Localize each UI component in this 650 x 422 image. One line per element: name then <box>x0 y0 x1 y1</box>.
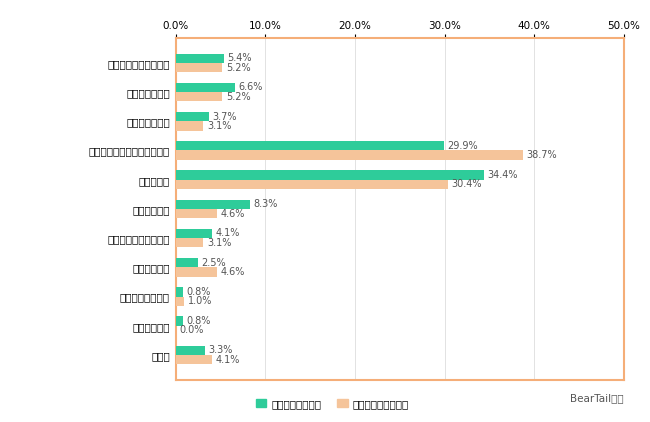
Bar <box>176 112 209 121</box>
Text: 0.8%: 0.8% <box>187 316 211 326</box>
Text: 0.0%: 0.0% <box>179 325 203 335</box>
Bar <box>176 54 224 63</box>
Legend: 家計簿付けている, 家計簿付けていない: 家計簿付けている, 家計簿付けていない <box>256 399 409 408</box>
Text: 2.5%: 2.5% <box>202 257 226 268</box>
Bar <box>176 267 216 277</box>
Bar <box>176 229 213 238</box>
Bar <box>176 83 235 92</box>
Text: 1.0%: 1.0% <box>188 296 213 306</box>
Bar <box>176 346 205 355</box>
Bar <box>176 238 203 247</box>
Bar <box>176 170 484 180</box>
Text: 4.1%: 4.1% <box>216 354 240 365</box>
Text: BearTail調べ: BearTail調べ <box>571 393 624 403</box>
Bar <box>176 355 213 364</box>
Bar <box>176 200 250 209</box>
Text: 8.3%: 8.3% <box>254 199 278 209</box>
Bar <box>176 258 198 267</box>
Text: 0.8%: 0.8% <box>187 287 211 297</box>
Bar <box>176 63 222 72</box>
Text: 5.2%: 5.2% <box>226 62 250 73</box>
Text: 6.6%: 6.6% <box>239 82 263 92</box>
Text: 3.7%: 3.7% <box>213 111 237 122</box>
Text: 3.1%: 3.1% <box>207 121 231 131</box>
Bar <box>176 297 185 306</box>
Text: 5.4%: 5.4% <box>227 53 252 63</box>
Bar <box>176 121 203 131</box>
Bar <box>176 151 523 160</box>
Bar <box>176 92 222 101</box>
Text: 4.6%: 4.6% <box>220 208 244 219</box>
Text: 29.9%: 29.9% <box>447 141 478 151</box>
Bar <box>176 141 444 151</box>
Text: 5.2%: 5.2% <box>226 92 250 102</box>
Text: 38.7%: 38.7% <box>526 150 557 160</box>
Text: 4.1%: 4.1% <box>216 228 240 238</box>
Bar <box>176 209 216 218</box>
Text: 34.4%: 34.4% <box>488 170 518 180</box>
Text: 30.4%: 30.4% <box>452 179 482 189</box>
Text: 3.3%: 3.3% <box>209 345 233 355</box>
Text: 3.1%: 3.1% <box>207 238 231 248</box>
Bar <box>176 287 183 297</box>
Text: 4.6%: 4.6% <box>220 267 244 277</box>
Bar <box>176 316 183 326</box>
Bar <box>176 180 448 189</box>
